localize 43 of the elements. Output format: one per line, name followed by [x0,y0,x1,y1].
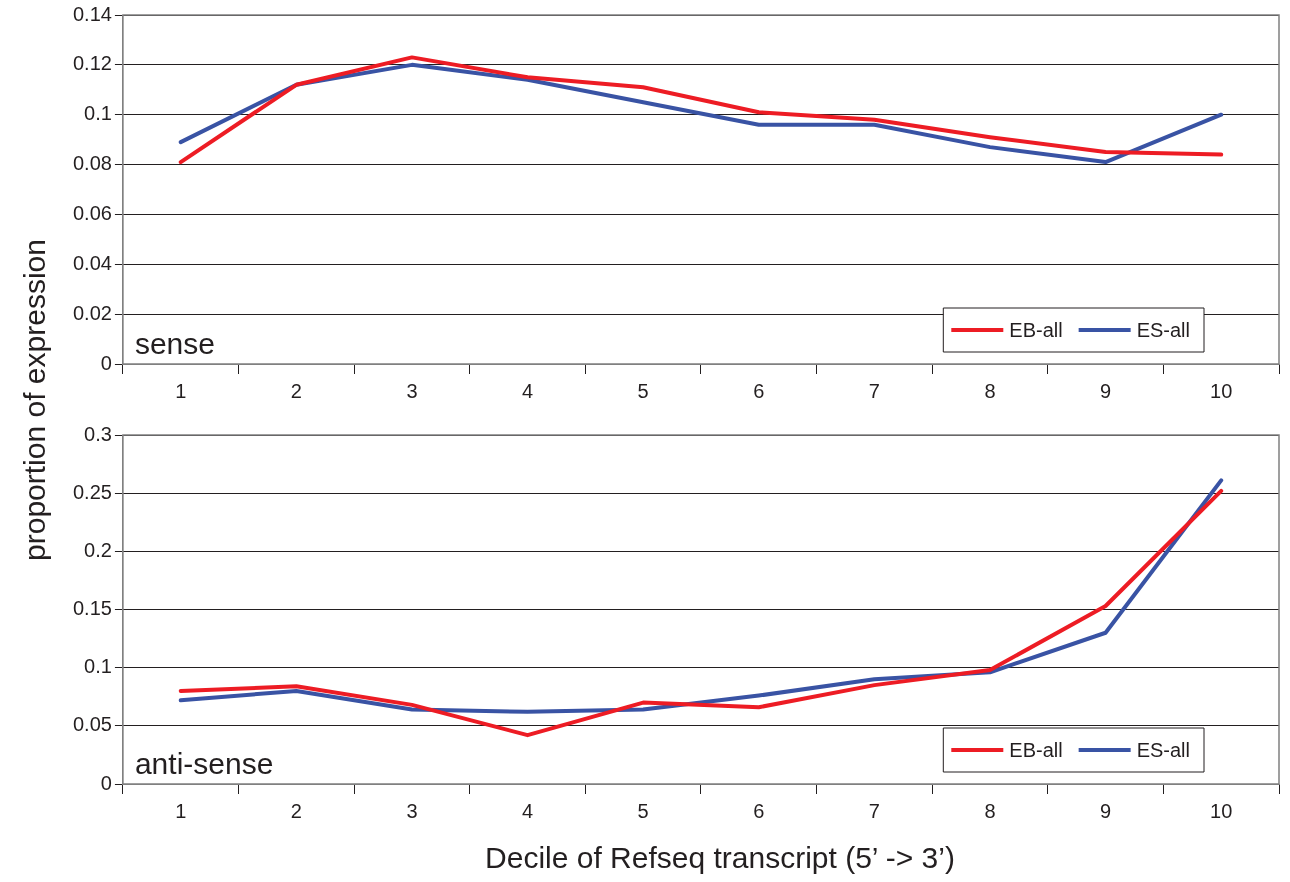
y-tick-label: 0.05 [72,713,112,736]
legend-label: ES-all [1136,318,1191,341]
x-tick-label: 1 [175,379,187,402]
x-tick-label: 10 [1210,379,1233,402]
annotation: anti-sense [134,747,274,780]
x-tick-label: 8 [984,799,996,822]
y-tick-label: 0 [100,771,112,794]
x-tick-label: 6 [753,379,765,402]
legend-label: EB-all [1009,738,1063,761]
x-tick-label: 7 [868,379,880,402]
legend-label: ES-all [1136,738,1191,761]
x-tick-label: 5 [637,799,649,822]
x-tick-label: 6 [753,799,765,822]
y-tick-label: 0.06 [72,201,112,224]
x-tick-label: 8 [984,379,996,402]
annotation: sense [134,327,215,360]
y-tick-label: 0.1 [84,655,112,678]
y-tick-label: 0 [100,351,112,374]
y-tick-label: 0.02 [72,301,112,324]
x-axis-title: Decile of Refseq transcript (5’ -> 3’) [485,841,955,875]
y-tick-label: 0.25 [72,480,112,503]
x-tick-label: 3 [406,799,418,822]
legend-label: EB-all [1009,318,1063,341]
y-tick-label: 0.04 [72,251,112,274]
x-tick-label: 7 [868,799,880,822]
x-tick-label: 2 [290,379,302,402]
y-tick-label: 0.2 [84,538,112,561]
x-tick-label: 4 [521,799,534,822]
x-tick-label: 1 [175,799,187,822]
y-tick-label: 0.3 [84,422,112,445]
y-tick-label: 0.1 [84,102,112,125]
y-tick-label: 0.08 [72,152,112,175]
x-tick-label: 5 [637,379,649,402]
x-tick-label: 2 [290,799,302,822]
y-tick-label: 0.14 [72,2,112,25]
y-tick-label: 0.15 [72,597,112,620]
y-axis-title: proportion of expression [18,239,52,561]
x-tick-label: 4 [521,379,534,402]
x-tick-label: 10 [1210,799,1233,822]
y-tick-label: 0.12 [72,52,112,75]
x-tick-label: 9 [1100,379,1112,402]
x-tick-label: 9 [1100,799,1112,822]
x-tick-label: 3 [406,379,418,402]
